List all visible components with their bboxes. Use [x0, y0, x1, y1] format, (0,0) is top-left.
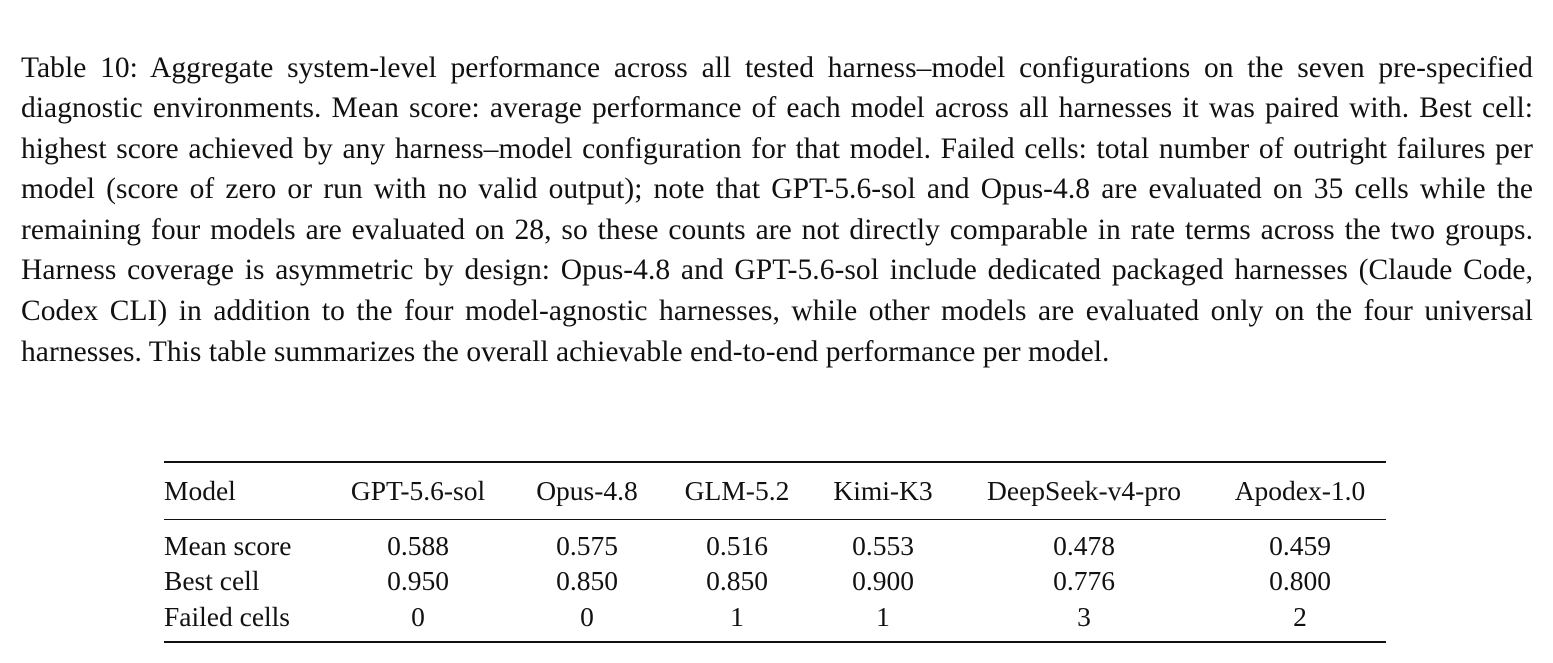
table-cell: 0.553 — [852, 529, 914, 561]
table-cell: 0.776 — [1053, 565, 1115, 597]
table-cell: 1 — [730, 600, 744, 632]
table-row-failed-cells: Failed cells 0 0 1 1 3 2 — [164, 599, 1386, 642]
table-header: Model GPT-5.6-sol Opus-4.8 GLM-5.2 Kimi-… — [164, 462, 1386, 520]
header-opus-4-8: Opus-4.8 — [536, 475, 638, 506]
table-cell: 2 — [1293, 600, 1307, 632]
caption-label: Table 10: — [21, 51, 138, 84]
table-cell: 0.575 — [556, 529, 618, 561]
table-row-best-cell: Best cell 0.950 0.850 0.850 0.900 0.776 … — [164, 564, 1386, 600]
row-label: Best cell — [164, 565, 260, 597]
table-cell: 0 — [411, 600, 425, 632]
table-cell: 0.950 — [387, 565, 449, 597]
table-body: Mean score 0.588 0.575 0.516 0.553 0.478… — [164, 520, 1386, 642]
table-cell: 1 — [876, 600, 890, 632]
header-deepseek-v4-pro: DeepSeek-v4-pro — [987, 475, 1181, 506]
table-cell: 0.459 — [1269, 529, 1331, 561]
caption-text: Aggregate system-level performance acros… — [21, 51, 1533, 368]
table-caption: Table 10: Aggregate system-level perform… — [21, 48, 1533, 373]
table-cell: 0.850 — [556, 565, 618, 597]
row-label: Mean score — [164, 529, 292, 561]
header-gpt-5-6-sol: GPT-5.6-sol — [350, 475, 486, 506]
table-cell: 0.900 — [852, 565, 914, 597]
table-cell: 0.516 — [706, 529, 768, 561]
table-cell: 0.588 — [387, 529, 449, 561]
row-label: Failed cells — [164, 600, 291, 632]
results-table: Model GPT-5.6-sol Opus-4.8 GLM-5.2 Kimi-… — [164, 461, 1386, 643]
table-cell: 0.478 — [1053, 529, 1115, 561]
table-cell: 3 — [1077, 600, 1091, 632]
table-cell: 0 — [580, 600, 594, 632]
table-cell: 0.850 — [706, 565, 768, 597]
results-table-container: Model GPT-5.6-sol Opus-4.8 GLM-5.2 Kimi-… — [164, 461, 1386, 643]
table-cell: 0.800 — [1269, 565, 1331, 597]
header-model: Model — [164, 475, 236, 506]
header-kimi-k3: Kimi-K3 — [833, 475, 933, 506]
header-glm-5-2: GLM-5.2 — [684, 475, 790, 506]
header-row: Model GPT-5.6-sol Opus-4.8 GLM-5.2 Kimi-… — [164, 462, 1386, 520]
header-apodex-1-0: Apodex-1.0 — [1234, 475, 1366, 506]
table-row-mean-score: Mean score 0.588 0.575 0.516 0.553 0.478… — [164, 520, 1386, 564]
